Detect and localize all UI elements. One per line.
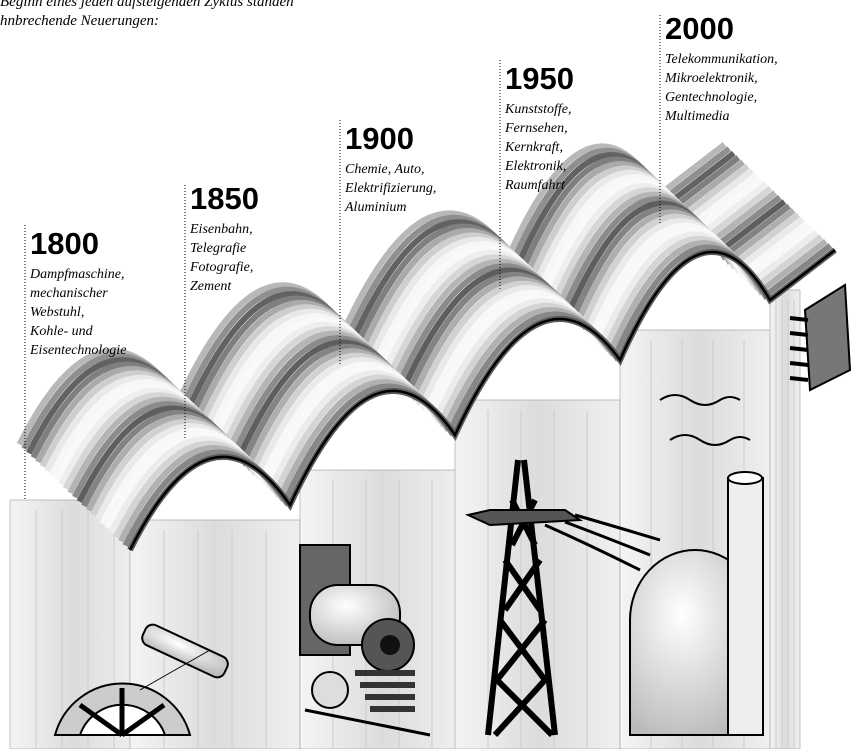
era-item: Telekommunikation,	[665, 52, 778, 67]
era-item: Kunststoffe,	[504, 102, 572, 117]
era-item: Telegrafie	[190, 241, 246, 256]
era-item: Fotografie,	[189, 260, 253, 275]
era-item: Webstuhl,	[30, 305, 84, 320]
era-year: 1900	[345, 121, 414, 156]
era-item: Kohle- und	[29, 324, 94, 339]
era-item: Elektrifizierung,	[344, 181, 436, 196]
era-item: Kernkraft,	[504, 140, 563, 155]
era-item: Gentechnologie,	[665, 90, 757, 105]
era-item: Aluminium	[344, 200, 406, 215]
era-item: Eisentechnologie	[29, 343, 126, 358]
era-item: mechanischer	[30, 286, 108, 301]
era-item: Elektronik,	[504, 159, 566, 174]
era-item: Eisenbahn,	[189, 222, 253, 237]
era-year: 1850	[190, 181, 259, 216]
wave-illustration: Beginn eines jeden aufsteigenden Zyklus …	[0, 0, 855, 749]
era-item: Chemie, Auto,	[345, 162, 424, 177]
header-line: hnbrechende Neuerungen:	[0, 13, 159, 29]
era-item: Mikroelektronik,	[664, 71, 758, 86]
era-year: 1950	[505, 61, 574, 96]
era-item: Dampfmaschine,	[29, 267, 125, 282]
era-item: Raumfahrt	[504, 178, 566, 193]
header-line: Beginn eines jeden aufsteigenden Zyklus …	[0, 0, 294, 10]
era-year: 1800	[30, 226, 99, 261]
pillar	[770, 290, 800, 749]
era-item: Zement	[190, 279, 232, 294]
era-item: Fernsehen,	[504, 121, 568, 136]
era-item: Multimedia	[664, 109, 730, 124]
era-year: 2000	[665, 11, 734, 46]
